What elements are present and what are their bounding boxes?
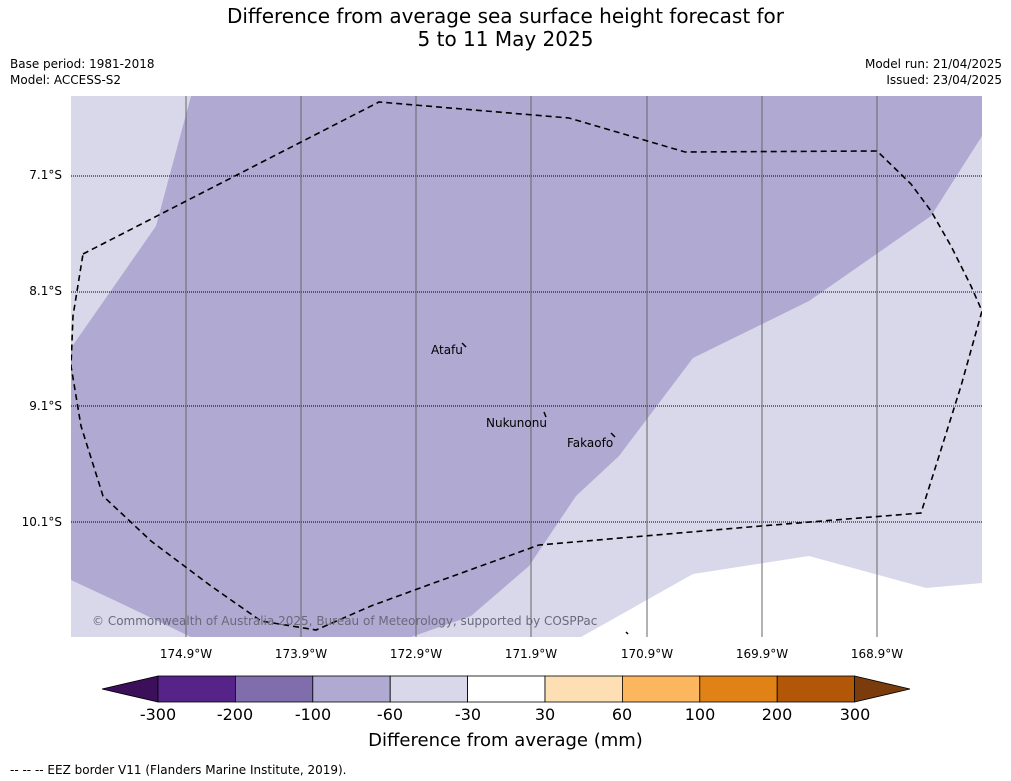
cbar-tick-5: -30: [454, 705, 482, 724]
cbar-tick-1: -300: [139, 705, 177, 724]
lon-label-1: 174.9°W: [159, 647, 213, 661]
cbar-tick-8: 100: [684, 705, 716, 724]
nukunonu-island: [543, 411, 547, 418]
cbar-tick-3: -100: [294, 705, 332, 724]
colorbar-segment: [622, 675, 701, 703]
lon-label-2: 173.9°W: [274, 647, 328, 661]
eez-border: [71, 101, 982, 631]
issued-date: Issued: 23/04/2025: [886, 73, 1002, 87]
colorbar-segment: [312, 675, 391, 703]
fakaofo-island: [610, 432, 616, 438]
model-run: Model run: 21/04/2025: [864, 57, 1002, 71]
cbar-tick-2: -200: [216, 705, 254, 724]
colorbar-segment: [234, 675, 314, 703]
longitude-gridlines: [185, 96, 878, 637]
map-panel: Atafu Nukunonu Fakaofo: [71, 96, 982, 637]
colorbar-segment: [699, 675, 778, 703]
cbar-tick-7: 60: [611, 705, 633, 724]
moderate-negative-anomaly-region: [71, 96, 982, 637]
lon-label-3: 172.9°W: [389, 647, 443, 661]
map-title: Difference from average sea surface heig…: [0, 5, 1011, 51]
metadata-right: Model run: 21/04/2025 Issued: 23/04/2025: [865, 56, 1002, 88]
lon-label-6: 169.9°W: [735, 647, 789, 661]
lon-label-4: 171.9°W: [504, 647, 558, 661]
place-atafu: Atafu: [431, 343, 463, 357]
lat-label-7: 7.1°S: [29, 168, 62, 182]
copyright-notice: © Commonwealth of Australia 2025, Bureau…: [92, 614, 598, 628]
map-canvas: [71, 96, 982, 637]
colorbar-segment: [389, 675, 469, 703]
colorbar-extension-high: [854, 675, 911, 703]
lat-label-9: 9.1°S: [29, 399, 62, 413]
cbar-tick-4: -60: [376, 705, 404, 724]
colorbar-segment: [544, 675, 623, 703]
lat-label-10: 10.1°S: [21, 515, 62, 529]
metadata-left: Base period: 1981-2018 Model: ACCESS-S2: [10, 56, 155, 88]
colorbar-title: Difference from average (mm): [368, 730, 643, 751]
colorbar-segment: [157, 675, 236, 703]
colorbar-extension-low: [101, 675, 159, 703]
place-fakaofo: Fakaofo: [567, 436, 614, 450]
colorbar-segment: [467, 675, 546, 703]
place-nukunonu: Nukunonu: [486, 416, 547, 430]
lon-label-7: 168.9°W: [850, 647, 904, 661]
model-name: Model: ACCESS-S2: [10, 73, 122, 87]
atafu-island: [461, 342, 467, 348]
base-period: Base period: 1981-2018: [10, 57, 155, 71]
eez-footnote: -- -- -- EEZ border V11 (Flanders Marine…: [10, 763, 347, 777]
title-line-2: 5 to 11 May 2025: [417, 27, 594, 51]
small-islet: [625, 631, 629, 635]
cbar-tick-10: 300: [839, 705, 871, 724]
cbar-tick-6: 30: [534, 705, 556, 724]
islands: [461, 342, 629, 635]
cbar-tick-9: 200: [761, 705, 793, 724]
lon-label-5: 170.9°W: [620, 647, 674, 661]
colorbar-segment: [776, 675, 856, 703]
lat-label-8: 8.1°S: [29, 284, 62, 298]
title-line-1: Difference from average sea surface heig…: [226, 4, 785, 28]
colorbar-segments: [101, 675, 911, 703]
